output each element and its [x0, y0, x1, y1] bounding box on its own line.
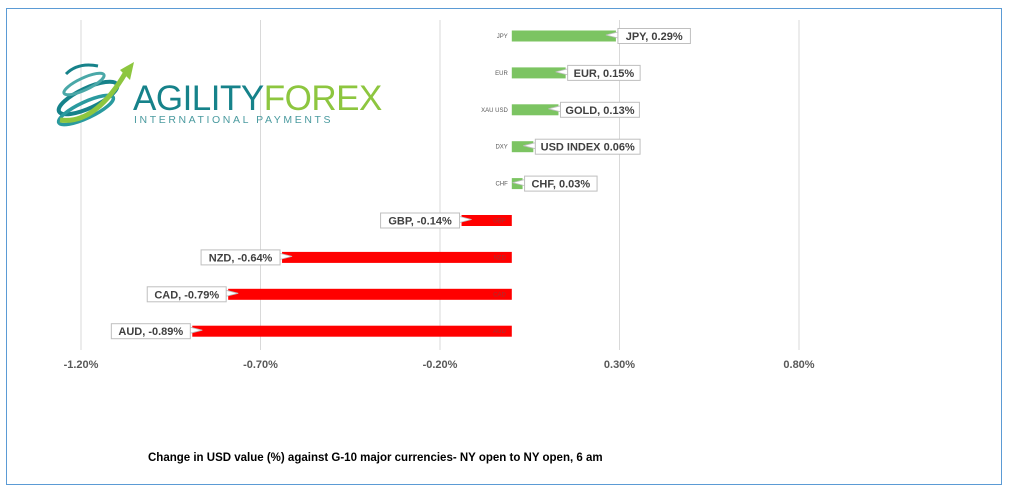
data-label-callout: JPY, 0.29% [605, 28, 691, 44]
bar-dxy [511, 141, 534, 153]
x-tick-label: -1.20% [64, 359, 99, 371]
data-label-callout: EUR, 0.15% [555, 64, 641, 81]
data-label-callout: CAD, -0.79% [146, 286, 239, 303]
logo-tagline: INTERNATIONAL PAYMENTS [134, 114, 333, 126]
bar-nzd [282, 251, 512, 263]
bar-eur [511, 67, 566, 79]
data-label-text: EUR, 0.15% [574, 68, 635, 80]
data-label-callout: GBP, -0.14% [380, 212, 472, 229]
data-label-callout: USD INDEX 0.06% [523, 138, 641, 155]
data-label-callout: GOLD, 0.13% [548, 101, 640, 118]
data-label-text: GOLD, 0.13% [565, 105, 634, 117]
category-label: CHF [495, 182, 508, 188]
category-label: DXY [495, 145, 507, 151]
bar-xau-usd [511, 104, 559, 116]
bar-gbp [461, 215, 512, 226]
category-label: JPY [497, 34, 508, 40]
logo-forex-text: FOREX [264, 79, 382, 118]
data-label-text: JPY, 0.29% [626, 31, 683, 43]
x-tick-label: 0.80% [783, 359, 814, 371]
logo-brand-agility: AGILITYFOREX [133, 79, 382, 118]
data-label-text: CAD, -0.79% [154, 289, 219, 301]
agility-forex-logo: AGILITYFOREX INTERNATIONAL PAYMENTS [56, 62, 382, 127]
category-label: EUR [495, 71, 508, 77]
category-label: AUD [493, 329, 506, 335]
x-tick-label: -0.70% [243, 359, 278, 371]
x-tick-label: 0.30% [604, 359, 635, 371]
data-label-callout: NZD, -0.64% [200, 249, 293, 266]
category-label: CAD [493, 292, 506, 298]
bar-jpy [511, 30, 616, 42]
data-label-text: USD INDEX 0.06% [541, 142, 635, 154]
data-label-callout: AUD, -0.89% [110, 323, 203, 340]
data-label-text: GBP, -0.14% [388, 216, 452, 228]
data-labels: JPY, 0.29% EUR, 0.15% GOLD, 0.13% USD INDEX… [110, 28, 691, 340]
data-label-text: AUD, -0.89% [118, 326, 183, 338]
chart-caption: Change in USD value (%) against G-10 maj… [148, 452, 603, 464]
logo-agility-text: AGILITY [133, 79, 264, 118]
globe-swoosh-icon [56, 62, 134, 127]
category-label: XAU USD [481, 108, 508, 114]
data-label-text: CHF, 0.03% [531, 179, 590, 191]
category-labels: JPY EUR XAU USD DXY CHF GBP NZD CAD AUD [481, 34, 508, 335]
chart-frame [6, 8, 1002, 485]
data-label-callout: CHF, 0.03% [512, 175, 598, 192]
category-label: NZD [493, 255, 506, 261]
x-axis-tick-labels: -1.20% -0.70% -0.20% 0.30% 0.80% [64, 359, 815, 371]
category-label: GBP [493, 219, 506, 225]
data-label-text: NZD, -0.64% [209, 252, 273, 264]
x-tick-label: -0.20% [423, 359, 458, 371]
bar-aud [192, 325, 512, 337]
bar-cad [228, 288, 512, 300]
